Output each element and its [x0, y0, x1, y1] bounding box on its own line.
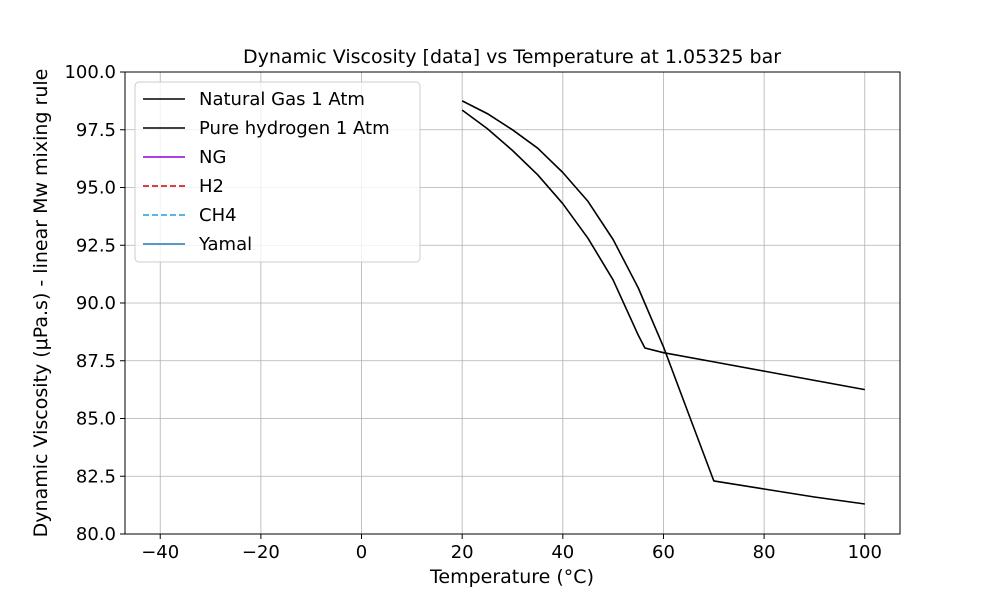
- legend-box: [134, 81, 421, 263]
- x-tick-label: −20: [242, 542, 280, 563]
- series-line-2: [461, 100, 865, 505]
- y-tick-label: 82.5: [76, 466, 116, 487]
- legend-label: Yamal: [198, 234, 252, 255]
- y-tick-label: 97.5: [76, 120, 116, 141]
- y-tick-label: 90.0: [76, 293, 116, 314]
- legend-label: NG: [199, 147, 226, 168]
- y-tick-label: 92.5: [76, 235, 116, 256]
- x-tick-label: 0: [356, 542, 367, 563]
- legend: Natural Gas 1 Atm Pure hydrogen 1 Atm NG H2…: [134, 81, 421, 263]
- x-tick-label: 100: [848, 542, 882, 563]
- legend-label: Natural Gas 1 Atm: [199, 89, 365, 110]
- y-axis-label: Dynamic Viscosity (μPa.s) - linear Mw mi…: [30, 69, 52, 538]
- x-axis-label: Temperature (°C): [429, 566, 594, 588]
- chart-title: Dynamic Viscosity [data] vs Temperature …: [243, 46, 781, 68]
- x-tick-label: 60: [652, 542, 675, 563]
- x-tick-label: 40: [551, 542, 574, 563]
- x-tick-label: −40: [141, 542, 179, 563]
- series-layer: [461, 100, 865, 505]
- y-tick-label: 95.0: [76, 178, 116, 199]
- y-tick-label: 80.0: [76, 524, 116, 545]
- legend-label: CH4: [199, 205, 237, 226]
- legend-label: Pure hydrogen 1 Atm: [199, 118, 390, 139]
- y-tick-label: 87.5: [76, 351, 116, 372]
- y-tick-label: 85.0: [76, 409, 116, 430]
- x-tick-label: 20: [451, 542, 474, 563]
- ticks: −40 −20 0 20 40 60 80 100 80.0 82.5 85.0 87.5 90.0 92…: [64, 62, 881, 563]
- x-tick-label: 80: [753, 542, 776, 563]
- series-line-1: [461, 109, 865, 391]
- y-tick-label: 100.0: [64, 62, 116, 83]
- legend-label: H2: [199, 176, 224, 197]
